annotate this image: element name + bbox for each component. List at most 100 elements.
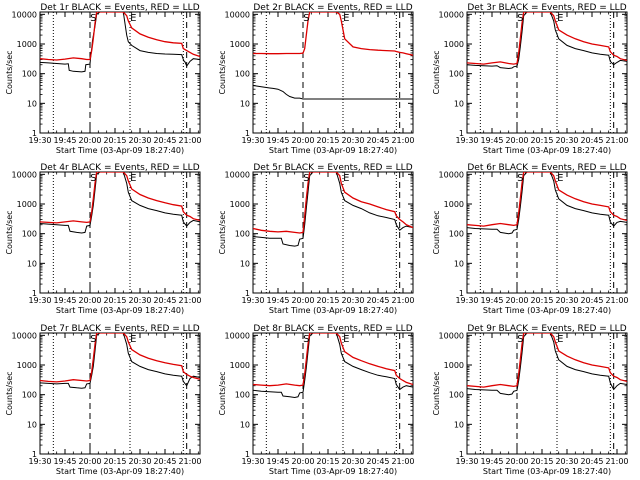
x-tick-label: 20:30 bbox=[128, 457, 151, 466]
detector-panel-8: Det 8r BLACK = Events, RED = LLD Counts/s… bbox=[218, 324, 415, 476]
panel-title: Det 9r BLACK = Events, RED = LLD bbox=[467, 324, 626, 334]
x-tick-label: 19:30 bbox=[28, 296, 51, 305]
x-tick-label: 19:45 bbox=[480, 457, 503, 466]
y-tick-label: 10 bbox=[454, 259, 464, 268]
x-tick-label: 20:00 bbox=[78, 296, 101, 305]
x-tick-label: 19:30 bbox=[241, 457, 264, 466]
x-tick-label: 19:30 bbox=[455, 457, 478, 466]
time-marker-s: S bbox=[517, 173, 523, 184]
x-tick-label: 20:45 bbox=[580, 457, 603, 466]
y-tick-label: 100 bbox=[22, 230, 37, 239]
time-marker-s: S bbox=[303, 334, 309, 345]
lld-series-line bbox=[467, 172, 627, 227]
x-tick-label: 20:15 bbox=[316, 136, 339, 145]
time-marker-e: E bbox=[557, 334, 563, 345]
x-axis-label: Start Time (03-Apr-09 18:27:40) bbox=[269, 467, 397, 476]
x-tick-label: 19:30 bbox=[28, 136, 51, 145]
x-tick-label: 19:45 bbox=[53, 457, 76, 466]
time-marker-s: S bbox=[90, 173, 96, 184]
time-marker-e: E bbox=[130, 13, 136, 24]
x-axis-label: Start Time (03-Apr-09 18:27:40) bbox=[56, 146, 184, 155]
x-tick-label: 19:30 bbox=[28, 457, 51, 466]
x-axis-label: Start Time (03-Apr-09 18:27:40) bbox=[483, 306, 611, 315]
events-series-line bbox=[253, 85, 413, 100]
x-tick-label: 19:45 bbox=[266, 136, 289, 145]
plot-frame bbox=[466, 171, 628, 294]
detector-panel-4: Det 4r BLACK = Events, RED = LLD Counts/s… bbox=[5, 163, 202, 315]
y-tick-label: 10 bbox=[454, 99, 464, 108]
plot-frame bbox=[252, 171, 414, 294]
plot-frame bbox=[252, 11, 414, 134]
y-tick-label: 1000 bbox=[230, 200, 250, 209]
y-tick-label: 10 bbox=[240, 99, 250, 108]
events-series-line bbox=[467, 12, 627, 70]
panel-title: Det 8r BLACK = Events, RED = LLD bbox=[253, 324, 412, 334]
detector-panel-7: Det 7r BLACK = Events, RED = LLD Counts/s… bbox=[5, 324, 202, 476]
events-series-line bbox=[40, 172, 200, 234]
x-tick-label: 20:45 bbox=[366, 136, 389, 145]
detector-panel-5: Det 5r BLACK = Events, RED = LLD Counts/s… bbox=[218, 163, 415, 315]
detector-panel-3: Det 3r BLACK = Events, RED = LLD Counts/s… bbox=[432, 3, 629, 155]
x-tick-label: 21:00 bbox=[605, 296, 628, 305]
y-tick-label: 100 bbox=[22, 391, 37, 400]
x-tick-label: 19:30 bbox=[455, 136, 478, 145]
x-tick-label: 20:30 bbox=[341, 457, 364, 466]
time-marker-e: E bbox=[343, 13, 349, 24]
y-tick-label: 1 bbox=[32, 129, 37, 138]
time-marker-s: S bbox=[303, 173, 309, 184]
y-tick-label: 1 bbox=[32, 289, 37, 298]
y-tick-label: 1000 bbox=[444, 200, 464, 209]
y-axis-label: Counts/sec bbox=[432, 371, 441, 415]
events-series-line bbox=[467, 172, 627, 235]
x-axis-label: Start Time (03-Apr-09 18:27:40) bbox=[269, 146, 397, 155]
plot-frame bbox=[252, 332, 414, 455]
detector-panel-9: Det 9r BLACK = Events, RED = LLD Counts/s… bbox=[432, 324, 629, 476]
x-tick-label: 21:00 bbox=[605, 136, 628, 145]
panel-title: Det 3r BLACK = Events, RED = LLD bbox=[467, 3, 626, 13]
x-tick-label: 20:00 bbox=[291, 457, 314, 466]
y-tick-label: 1 bbox=[245, 129, 250, 138]
x-tick-label: 21:00 bbox=[178, 136, 201, 145]
x-tick-label: 21:00 bbox=[391, 296, 414, 305]
panel-title: Det 7r BLACK = Events, RED = LLD bbox=[40, 324, 199, 334]
x-axis-label: Start Time (03-Apr-09 18:27:40) bbox=[269, 306, 397, 315]
x-axis-label: Start Time (03-Apr-09 18:27:40) bbox=[56, 467, 184, 476]
x-tick-label: 19:45 bbox=[266, 457, 289, 466]
y-tick-label: 10000 bbox=[12, 331, 37, 340]
time-marker-s: S bbox=[90, 334, 96, 345]
time-marker-e: E bbox=[557, 13, 563, 24]
x-tick-label: 20:45 bbox=[153, 296, 176, 305]
x-tick-label: 20:00 bbox=[505, 457, 528, 466]
y-tick-label: 10000 bbox=[225, 10, 250, 19]
time-marker-e: E bbox=[130, 173, 136, 184]
y-axis-label: Counts/sec bbox=[5, 210, 14, 254]
x-tick-label: 20:30 bbox=[128, 296, 151, 305]
y-tick-label: 1000 bbox=[444, 40, 464, 49]
y-tick-label: 100 bbox=[449, 391, 464, 400]
y-tick-label: 10 bbox=[454, 420, 464, 429]
y-tick-label: 100 bbox=[22, 70, 37, 79]
panel-title: Det 6r BLACK = Events, RED = LLD bbox=[467, 163, 626, 173]
x-tick-label: 20:00 bbox=[78, 457, 101, 466]
lld-series-line bbox=[40, 12, 200, 61]
x-tick-label: 20:00 bbox=[291, 296, 314, 305]
plot-frame bbox=[466, 332, 628, 455]
plot-frame bbox=[39, 171, 201, 294]
events-series-line bbox=[40, 333, 200, 389]
x-axis-label: Start Time (03-Apr-09 18:27:40) bbox=[56, 306, 184, 315]
y-tick-label: 10 bbox=[27, 420, 37, 429]
y-axis-label: Counts/sec bbox=[5, 371, 14, 415]
lld-series-line bbox=[253, 172, 413, 234]
x-tick-label: 20:15 bbox=[103, 296, 126, 305]
x-tick-label: 20:15 bbox=[103, 136, 126, 145]
x-tick-label: 19:45 bbox=[53, 136, 76, 145]
y-axis-label: Counts/sec bbox=[218, 210, 227, 254]
y-tick-label: 10000 bbox=[12, 170, 37, 179]
detector-panel-6: Det 6r BLACK = Events, RED = LLD Counts/s… bbox=[432, 163, 629, 315]
lld-series-line bbox=[40, 172, 200, 224]
y-axis-label: Counts/sec bbox=[218, 371, 227, 415]
time-marker-s: S bbox=[517, 334, 523, 345]
x-tick-label: 20:30 bbox=[341, 136, 364, 145]
x-tick-label: 21:00 bbox=[391, 136, 414, 145]
